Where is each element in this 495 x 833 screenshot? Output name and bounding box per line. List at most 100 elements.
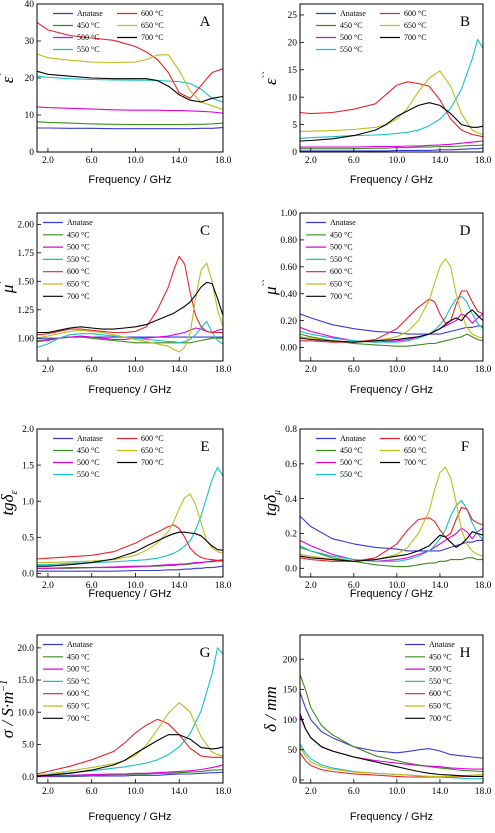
- series-line-a-5: [37, 53, 223, 111]
- y-axis-label-sub: ε: [9, 490, 20, 494]
- y-tick-label: 30: [25, 37, 35, 47]
- y-axis-label-base: μ: [261, 286, 280, 296]
- plot-frame: [36, 634, 224, 784]
- series-line-f-0: [300, 515, 483, 552]
- y-tick-label: 20: [25, 74, 35, 84]
- chart-panel-b: 2.0 6.0 10.0 14.0 18.0 0 5 10 15 20 25 Frequency / …: [261, 3, 492, 186]
- legend-label: Anatase: [67, 640, 93, 649]
- series-line-c-1: [37, 336, 223, 344]
- x-tick-label: 2.0: [305, 365, 317, 375]
- y-tick-label: 0.40: [280, 290, 297, 300]
- x-axis-label: Frequency / GHz: [350, 384, 433, 396]
- legend-label: 600 °C: [330, 267, 353, 276]
- legend-label: 500 °C: [67, 243, 90, 252]
- x-tick-label: 10.0: [389, 787, 406, 797]
- series-line-g-0: [37, 771, 223, 778]
- legend-label: 550 °C: [77, 45, 100, 54]
- y-tick-label: 15.0: [17, 676, 34, 686]
- legend-label: 500 °C: [330, 243, 353, 252]
- y-axis-label-base: δ / mm: [261, 686, 280, 732]
- series-line-h-2: [300, 716, 483, 770]
- chart-panel-a: 2.0 6.0 10.0 14.0 18.0 0 10 20 30 40 Frequency / G…: [0, 0, 232, 186]
- x-tick-label: 2.0: [42, 156, 54, 166]
- x-tick-label: 10.0: [389, 156, 406, 166]
- panel-letter: B: [460, 14, 470, 30]
- x-tick-label: 10.0: [127, 787, 144, 797]
- y-tick-label: 20: [288, 39, 298, 49]
- x-tick-label: 18.0: [475, 581, 492, 591]
- x-tick-label: 14.0: [171, 365, 188, 375]
- legend-label: 500 °C: [77, 33, 100, 42]
- legend-label: 500 °C: [77, 458, 100, 467]
- y-tick-label: 0.00: [280, 344, 297, 354]
- panel-letter: D: [460, 223, 471, 239]
- x-tick-label: 2.0: [42, 787, 54, 797]
- legend-label: 700 °C: [429, 714, 452, 723]
- legend-label: 550 °C: [77, 470, 100, 479]
- x-tick-label: 10.0: [389, 581, 406, 591]
- series-line-b-6: [300, 102, 483, 142]
- chart-panel-h: 2.0 6.0 10.0 14.0 18.0 0 50 100 150 200 Frequency …: [261, 634, 492, 823]
- series-line-b-4: [300, 81, 483, 138]
- panel-letter: F: [461, 439, 469, 455]
- legend-label: 650 °C: [141, 21, 164, 30]
- x-tick-label: 6.0: [86, 787, 98, 797]
- chart-panel-g: 2.0 6.0 10.0 14.0 18.0 0.0 5.0 10.0 15.0 20.0 Freq…: [0, 634, 232, 823]
- y-axis-label-base: tgδ: [0, 493, 17, 515]
- legend-label: Anatase: [77, 9, 103, 18]
- series-line-h-4: [300, 752, 483, 778]
- x-tick-label: 14.0: [171, 787, 188, 797]
- x-tick-label: 18.0: [215, 581, 232, 591]
- legend-label: 600 °C: [429, 689, 452, 698]
- x-tick-label: 14.0: [432, 365, 449, 375]
- legend: Anatase 600 °C 450 °C 650 °C 500 °C 700 °C 550…: [316, 9, 427, 54]
- y-tick-label: 0.6: [285, 460, 297, 470]
- x-tick-label: 6.0: [348, 787, 360, 797]
- x-axis-label: Frequency / GHz: [350, 588, 433, 600]
- y-tick-label: 50: [288, 746, 298, 756]
- x-tick-label: 6.0: [86, 365, 98, 375]
- series-line-a-0: [37, 127, 223, 130]
- y-tick-label: 15: [288, 66, 298, 76]
- x-axis-label: Frequency / GHz: [88, 811, 171, 823]
- x-tick-label: 14.0: [171, 156, 188, 166]
- y-tick-label: 2.0: [22, 425, 34, 435]
- legend-label: 600 °C: [67, 267, 90, 276]
- x-axis-label: Frequency / GHz: [88, 174, 171, 186]
- x-tick-label: 10.0: [127, 156, 144, 166]
- x-axis-label: Frequency / GHz: [350, 174, 433, 186]
- y-tick-label: 10.0: [17, 708, 34, 718]
- x-tick-label: 2.0: [42, 581, 54, 591]
- x-tick-label: 14.0: [171, 581, 188, 591]
- x-axis-label: Frequency / GHz: [88, 384, 171, 396]
- x-tick-label: 2.0: [305, 787, 317, 797]
- series-line-e-4: [37, 524, 223, 561]
- legend-label: 450 °C: [429, 652, 452, 661]
- y-tick-label: 1.50: [17, 278, 34, 288]
- x-tick-label: 14.0: [432, 787, 449, 797]
- chart-panel-e: 2.0 6.0 10.0 14.0 18.0 0.0 0.5 1.0 1.5 2.0 Frequen…: [0, 425, 232, 600]
- legend-label: 500 °C: [340, 458, 363, 467]
- legend-label: 450 °C: [330, 230, 353, 239]
- series-line-a-6: [37, 70, 223, 103]
- y-axis-label: ε`: [0, 73, 17, 83]
- y-axis-label-base: μ: [0, 285, 17, 295]
- y-tick-label: 1.0: [22, 497, 34, 507]
- y-tick-label: 0.5: [22, 533, 34, 543]
- legend-label: 550 °C: [340, 470, 363, 479]
- y-tick-label: 10: [288, 93, 298, 103]
- legend: Anatase 600 °C 450 °C 650 °C 500 °C 700 °C 550…: [316, 434, 427, 479]
- legend-label: Anatase: [77, 434, 103, 443]
- legend-label: 450 °C: [340, 21, 363, 30]
- legend-label: 550 °C: [330, 255, 353, 264]
- panel-letter: A: [200, 14, 211, 30]
- y-axis-label-sub: μ: [272, 490, 283, 496]
- legend: Anatase 450 °C 500 °C 550 °C 600 °C 650 °C 700…: [43, 218, 93, 301]
- y-tick-label: 0.0: [22, 570, 34, 580]
- y-axis-label: δ / mm: [261, 686, 280, 732]
- y-tick-label: 1.00: [17, 334, 34, 344]
- y-tick-label: 0: [29, 148, 34, 158]
- y-tick-label: 0.2: [285, 530, 297, 540]
- legend-label: 650 °C: [67, 280, 90, 289]
